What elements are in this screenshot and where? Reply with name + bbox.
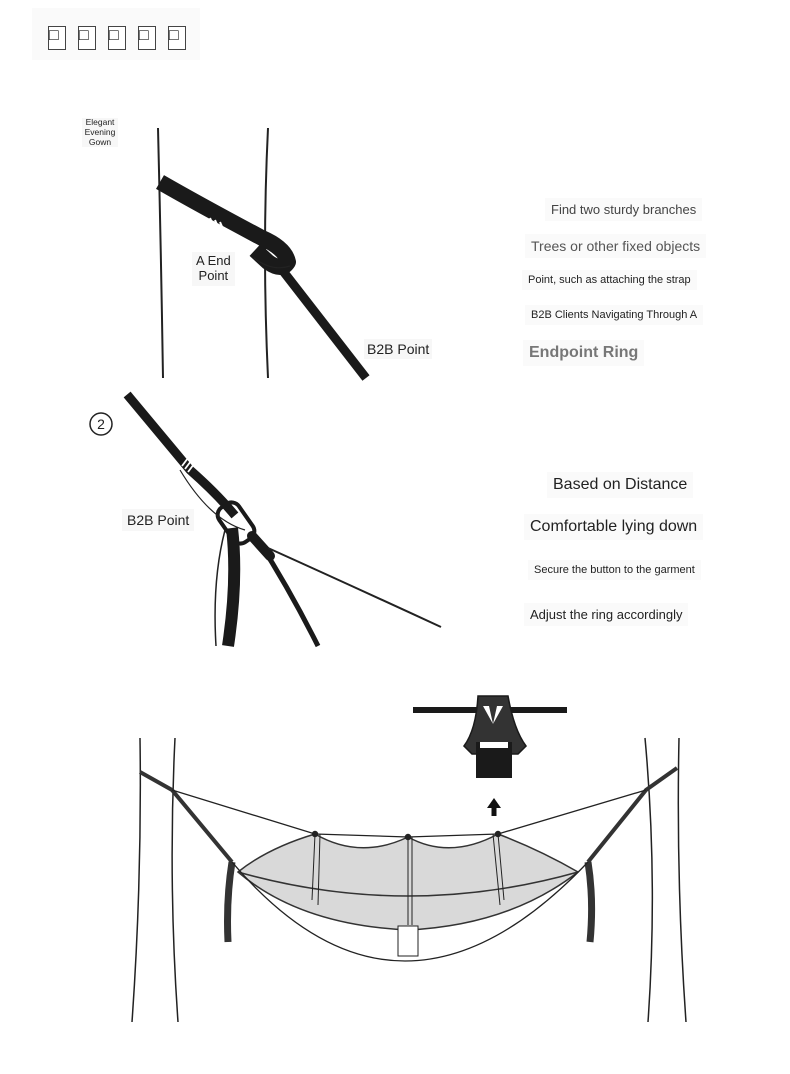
hammock-diagram — [131, 695, 687, 1023]
note-step2: Comfortable lying down — [524, 514, 704, 540]
tree-trunk-left — [157, 127, 164, 379]
note-step1: Trees or other fixed objects — [525, 234, 707, 258]
tag-line: Elegant — [85, 117, 115, 127]
step1-diagram — [156, 127, 370, 381]
clip-icon — [215, 500, 257, 546]
a-end-line: Point — [198, 267, 229, 283]
header-placeholder: □ □ □ □ □ — [32, 8, 200, 60]
placeholder-box: □ — [78, 26, 96, 50]
a-end-line: A End — [196, 253, 231, 268]
tag-label: Elegant Evening Gown — [82, 117, 118, 148]
strap-to-ring — [123, 391, 239, 519]
tag-line: Evening — [84, 126, 116, 137]
placeholder-box: □ — [138, 26, 156, 50]
note-step2: Secure the button to the garment — [528, 560, 701, 580]
placeholder-box: □ — [168, 26, 186, 50]
up-arrow-icon — [487, 798, 501, 816]
a-end-point-label: A End Point — [192, 252, 235, 286]
clip-body — [463, 695, 527, 755]
note-step1: B2B Clients Navigating Through A — [525, 305, 704, 325]
placeholder-box: □ — [108, 26, 126, 50]
strap-to-b2b — [272, 259, 370, 381]
circled-number-icon — [89, 412, 113, 436]
note-step1: Find two sturdy branches — [545, 198, 703, 221]
tree-left-outer — [131, 737, 142, 1023]
tree-right-inner — [644, 737, 654, 1023]
note-step2: Adjust the ring accordingly — [524, 603, 689, 626]
tag-line: Gown — [88, 136, 112, 147]
b2b-point-label: B2B Point — [122, 509, 195, 532]
note-step1-title: Endpoint Ring — [523, 340, 645, 366]
tree-left-inner — [171, 737, 179, 1023]
placeholder-box: □ — [48, 26, 66, 50]
note-step1: Point, such as attaching the strap — [522, 270, 697, 290]
step-number: 2 — [97, 416, 105, 432]
tree-right-outer — [677, 737, 687, 1023]
step2-diagram — [89, 391, 442, 648]
b2b-point-label: B2B Point — [364, 339, 433, 360]
note-step2: Based on Distance — [547, 472, 694, 498]
